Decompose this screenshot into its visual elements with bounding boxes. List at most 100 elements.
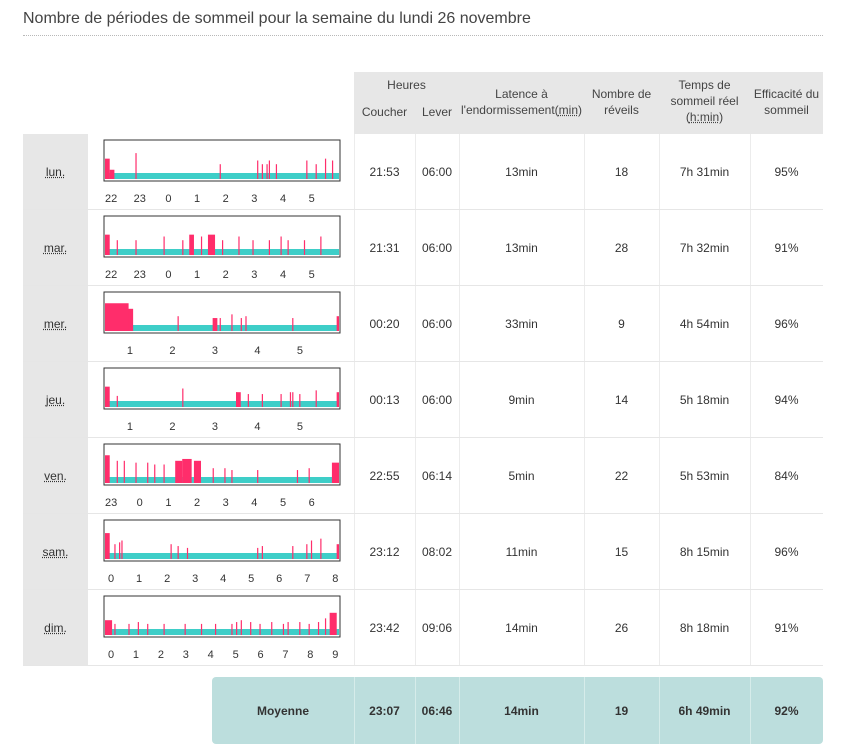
cell-efficacite: 95%: [774, 164, 799, 179]
hour-tick-label: 4: [251, 497, 257, 509]
hour-tick-label: 4: [280, 193, 286, 205]
hour-tick-label: 6: [276, 573, 282, 585]
wake-spike: [310, 540, 313, 559]
wake-spike: [177, 546, 179, 559]
wake-spike: [289, 392, 292, 407]
day-label[interactable]: sam.: [23, 514, 88, 589]
wake-spike: [182, 458, 192, 483]
wake-spike: [275, 164, 278, 179]
wake-spike: [296, 470, 299, 483]
wake-spike: [303, 240, 306, 255]
wake-spike: [200, 236, 203, 255]
wake-spike: [240, 620, 242, 635]
hour-tick-label: 5: [233, 649, 239, 661]
wake-spike: [257, 160, 259, 179]
sleep-sparkline: 1 2 3 4 5: [103, 362, 343, 437]
cell-coucher: 00:20: [369, 316, 400, 331]
wake-spike: [105, 620, 113, 635]
cell-efficacite: 96%: [774, 316, 799, 331]
cell-reveils: 28: [614, 240, 629, 255]
sparkline-svg: 22 23 0 1 2 3 4 5: [103, 139, 341, 205]
hour-tick-label: 4: [254, 345, 260, 357]
header-temps: Temps de sommeil réel (h:min): [670, 78, 739, 124]
cell-reveils: 26: [614, 620, 629, 635]
average-temps: 6h 49min: [678, 703, 731, 718]
wake-spike: [292, 392, 294, 407]
day-label[interactable]: ven.: [23, 438, 88, 513]
day-label[interactable]: lun.: [23, 134, 88, 209]
wake-spike: [231, 623, 233, 635]
cell-coucher: 21:53: [369, 164, 400, 179]
sleep-band: [105, 325, 339, 331]
day-label[interactable]: mar.: [23, 210, 88, 285]
hour-tick-label: 0: [137, 497, 143, 509]
wake-spike: [306, 160, 308, 179]
wake-spike: [163, 236, 165, 255]
cell-latence: 5min: [508, 468, 535, 483]
hour-tick-label: 6: [257, 649, 263, 661]
day-label[interactable]: jeu.: [23, 362, 88, 437]
wake-spike: [200, 623, 203, 635]
wake-spike: [128, 308, 134, 331]
cell-reveils: 9: [618, 316, 625, 331]
day-label[interactable]: mer.: [23, 286, 88, 361]
sleep-sparkline: 23 0 1 2 3 4 5 6: [103, 438, 343, 513]
wake-spike: [324, 158, 327, 179]
title-divider: [23, 35, 823, 36]
wake-spike: [105, 158, 110, 179]
wake-spike: [123, 460, 125, 483]
average-latence: 14min: [504, 703, 539, 718]
cell-latence: 9min: [508, 392, 535, 407]
wake-spike: [207, 234, 216, 255]
day-label[interactable]: dim.: [23, 590, 88, 665]
wake-spike: [329, 612, 337, 635]
cell-temps: 4h 54min: [679, 316, 730, 331]
page-title: Nombre de périodes de sommeil pour la se…: [23, 10, 531, 27]
wake-spike: [308, 468, 310, 483]
cell-efficacite: 91%: [774, 620, 799, 635]
wake-spike: [116, 395, 118, 407]
wake-spike: [257, 547, 259, 559]
hour-tick-label: 3: [183, 649, 189, 661]
cell-reveils: 22: [614, 468, 629, 483]
hour-tick-label: 4: [280, 269, 286, 281]
wake-spike: [280, 236, 282, 255]
wake-spike: [268, 240, 270, 255]
wake-spike: [261, 546, 263, 559]
wake-spike: [299, 394, 301, 407]
table-row: sam. 0 1 2 3 4 5 6 7 8 23:12 08:02 11min 15 8h 15min 96…: [23, 514, 823, 590]
cell-latence: 13min: [505, 240, 538, 255]
wake-spike: [231, 314, 233, 331]
table-row: jeu. 1 2 3 4 5 00:13 06:00 9min 14 5h 18min 94%: [23, 362, 823, 438]
hour-tick-label: 5: [297, 345, 303, 357]
cell-temps: 8h 15min: [679, 544, 730, 559]
wake-spike: [320, 538, 322, 559]
hour-tick-label: 3: [192, 573, 198, 585]
cell-temps: 5h 18min: [679, 392, 730, 407]
wake-spike: [182, 240, 184, 255]
hour-tick-label: 1: [165, 497, 171, 509]
table-row: mer. 1 2 3 4 5 00:20 06:00 33min 9 4h 54min 96%: [23, 286, 823, 362]
average-row: Moyenne 23:07 06:46 14min 19 6h 49min 92…: [212, 677, 823, 744]
hour-tick-label: 0: [165, 269, 171, 281]
wake-spike: [184, 623, 186, 635]
cell-coucher: 21:31: [369, 240, 400, 255]
wake-spike: [105, 234, 110, 255]
wake-spike: [219, 318, 221, 331]
sleep-sparkline: 1 2 3 4 5: [103, 286, 343, 361]
sleep-sparkline: 22 23 0 1 2 3 4 5: [103, 134, 343, 209]
table-row: lun. 22 23 0 1 2 3 4 5 21:53 06:00 13min 18 7h 31min 9…: [23, 134, 823, 210]
header-efficacite: Efficacité du sommeil: [753, 87, 820, 117]
cell-latence: 11min: [505, 544, 538, 559]
wake-spike: [236, 622, 238, 635]
wake-spike: [114, 544, 116, 559]
cell-efficacite: 94%: [774, 392, 799, 407]
wake-spike: [186, 547, 189, 559]
wake-spike: [214, 623, 217, 635]
table-row: mar. 22 23 0 1 2 3 4 5 21:31 06:00 13min 28 7h 32min 9…: [23, 210, 823, 286]
wake-spike: [105, 386, 110, 407]
wake-spike: [128, 623, 130, 635]
cell-latence: 33min: [505, 316, 538, 331]
hour-tick-label: 2: [223, 193, 229, 205]
wake-spike: [193, 460, 201, 483]
